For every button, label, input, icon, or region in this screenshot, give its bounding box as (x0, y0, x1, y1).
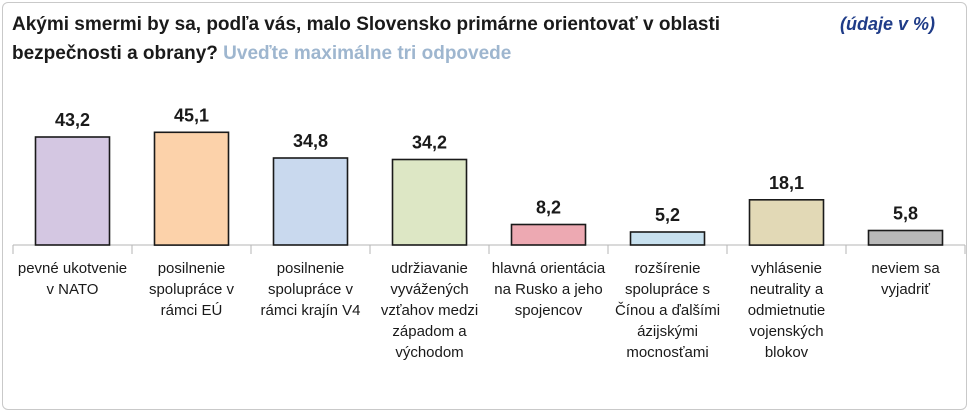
data-label: 5,2 (655, 205, 680, 225)
bar (510, 223, 587, 246)
bar (629, 231, 706, 246)
category-label: neviem sa vyjadriť (871, 260, 940, 298)
data-label: 43,2 (55, 110, 90, 130)
chart-title-text: Akými smermi by sa, podľa vás, malo Slov… (12, 14, 721, 64)
chart-title: Akými smermi by sa, podľa vás, malo Slov… (12, 10, 772, 68)
category-label: posilnenie spolupráce v rámci EÚ (148, 260, 235, 319)
data-label: 45,1 (174, 105, 209, 125)
bar (34, 136, 111, 246)
bar (391, 158, 468, 246)
chart-frame (2, 2, 967, 410)
category-label: pevné ukotvenie v NATO (17, 260, 128, 298)
bar (272, 157, 349, 246)
bar (153, 131, 230, 246)
category-label: udržiavanie vyvážených vzťahov medzi záp… (380, 260, 479, 361)
data-label: 34,8 (293, 131, 328, 151)
units-label: (údaje v %) (839, 14, 935, 34)
category-label: rozšírenie spolupráce s Čínou a ďalšími … (614, 260, 721, 361)
bar (748, 199, 825, 246)
category-label: vyhlásenie neutrality a odmietnutie voje… (747, 260, 826, 361)
category-label: posilnenie spolupráce v rámci krajín V4 (260, 260, 361, 319)
bar (867, 229, 944, 246)
data-label: 8,2 (536, 198, 561, 218)
category-label: hlavná orientácia na Rusko a jeho spojen… (491, 260, 606, 319)
chart-subtitle: Uveďte maximálne tri odpovede (223, 43, 512, 64)
data-label: 34,2 (412, 133, 447, 153)
data-label: 18,1 (769, 173, 804, 193)
data-label: 5,8 (893, 204, 918, 224)
